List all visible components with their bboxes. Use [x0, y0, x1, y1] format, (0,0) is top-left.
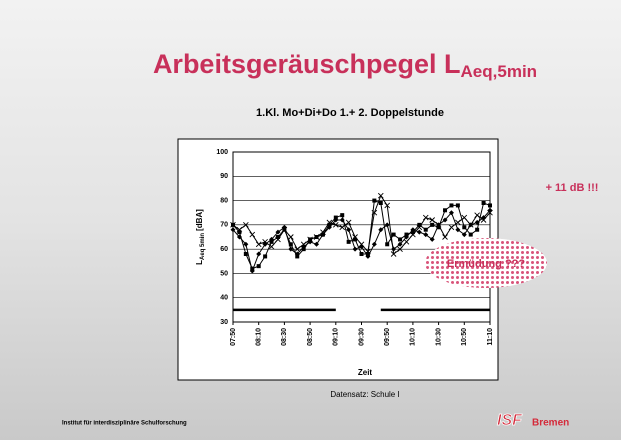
marker: [449, 203, 453, 207]
annotation: + 11 dB !!!: [546, 182, 599, 194]
y-tick-label: 50: [220, 270, 228, 277]
slide: Arbeitsgeräuschpegel LAeq,5min 1.Kl. Mo+…: [0, 0, 621, 440]
x-tick-label: 09:10: [333, 328, 340, 346]
marker: [244, 252, 248, 256]
logo: ISF: [497, 412, 523, 429]
marker: [257, 264, 261, 268]
x-tick-label: 10:30: [435, 328, 442, 346]
marker: [360, 252, 364, 256]
x-tick-label: 08:10: [256, 328, 263, 346]
x-axis-label: Zeit: [358, 368, 373, 377]
marker: [462, 225, 466, 229]
y-tick-label: 30: [220, 319, 228, 326]
x-tick-label: 09:50: [384, 328, 391, 346]
x-tick-label: 09:30: [358, 328, 365, 346]
x-tick-label: 07:50: [230, 328, 237, 346]
y-tick-label: 100: [216, 149, 228, 156]
marker: [379, 201, 383, 205]
y-tick-label: 80: [220, 197, 228, 204]
y-tick-label: 90: [220, 173, 228, 180]
marker: [347, 240, 351, 244]
marker: [488, 203, 492, 207]
marker: [456, 203, 460, 207]
y-tick-label: 60: [220, 246, 228, 253]
x-tick-label: 10:50: [461, 328, 468, 346]
marker: [430, 223, 434, 227]
footer: Institut für interdisziplinäre Schulfors…: [62, 421, 187, 427]
marker: [263, 254, 267, 258]
y-tick-label: 70: [220, 222, 228, 229]
source-note: Datensatz: Schule I: [330, 390, 399, 399]
marker: [385, 242, 389, 246]
marker: [372, 199, 376, 203]
marker: [443, 208, 447, 212]
marker: [475, 228, 479, 232]
marker: [469, 233, 473, 237]
subtitle: 1.Kl. Mo+Di+Do 1.+ 2. Doppelstunde: [256, 107, 444, 119]
x-tick-label: 11:10: [487, 328, 494, 346]
marker: [392, 233, 396, 237]
x-tick-label: 10:10: [410, 328, 417, 346]
callout: Ermüdung ???: [447, 258, 525, 270]
x-tick-label: 08:30: [281, 328, 288, 346]
marker: [482, 201, 486, 205]
y-tick-label: 40: [220, 295, 228, 302]
marker: [340, 213, 344, 217]
logo-city: Bremen: [532, 418, 569, 429]
chart: Arbeitsgeräuschpegel LAeq,5min 1.Kl. Mo+…: [0, 0, 621, 440]
marker: [398, 237, 402, 241]
marker: [424, 228, 428, 232]
x-tick-label: 08:50: [307, 328, 314, 346]
